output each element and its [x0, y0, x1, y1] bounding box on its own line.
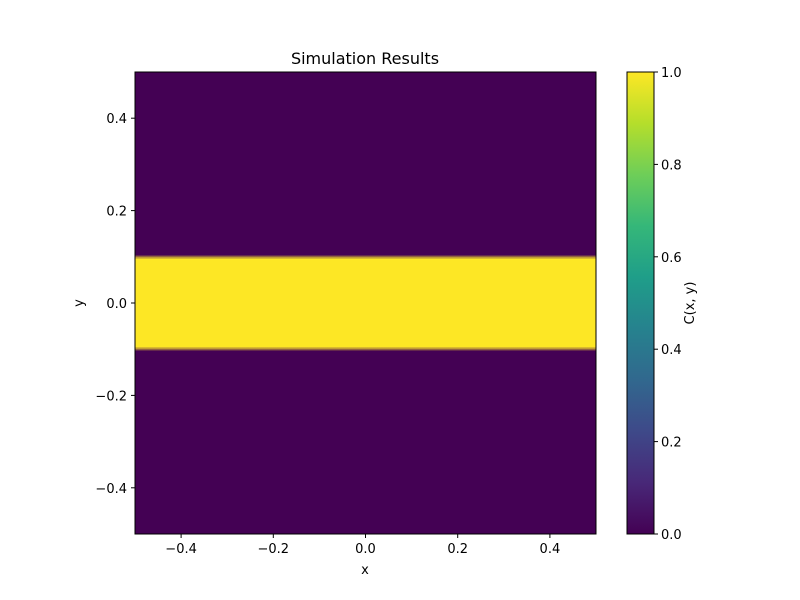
y-tick-label: −0.4: [95, 482, 127, 497]
colorbar-tick-label: 0.8: [661, 158, 682, 173]
heatmap-band: [135, 258, 596, 348]
colorbar-tick-label: 0.0: [661, 528, 682, 543]
y-tick-label: −0.2: [95, 389, 127, 404]
y-tick-label: 0.0: [106, 297, 127, 312]
colorbar-tick-label: 0.2: [661, 436, 682, 451]
y-axis: −0.4 −0.2 0.0 0.2 0.4: [95, 112, 135, 497]
colorbar-tick-label: 0.6: [661, 251, 682, 266]
colorbar-tick-label: 1.0: [661, 66, 682, 81]
x-axis: −0.4 −0.2 0.0 0.2 0.4: [165, 534, 560, 557]
x-axis-label: x: [361, 563, 369, 578]
y-axis-label: y: [72, 299, 87, 307]
colorbar-gradient: [626, 71, 655, 535]
y-tick-label: 0.4: [106, 112, 127, 127]
x-tick-label: 0.4: [540, 542, 561, 557]
x-tick-label: −0.4: [165, 542, 197, 557]
x-tick-label: 0.0: [355, 542, 376, 557]
heatmap-band-top-edge: [135, 254, 596, 259]
chart-title: Simulation Results: [291, 49, 439, 68]
colorbar-axis: 0.0 0.2 0.4 0.6 0.8 1.0: [654, 66, 682, 543]
plot-area: [134, 71, 597, 535]
colorbar: 0.0 0.2 0.4 0.6 0.8 1.0: [626, 66, 682, 543]
colorbar-label: C(x, y): [683, 282, 698, 325]
x-tick-label: 0.2: [447, 542, 468, 557]
x-tick-label: −0.2: [258, 542, 290, 557]
colorbar-tick-label: 0.4: [661, 343, 682, 358]
heatmap-band-bottom-edge: [135, 347, 596, 352]
y-tick-label: 0.2: [106, 205, 127, 220]
